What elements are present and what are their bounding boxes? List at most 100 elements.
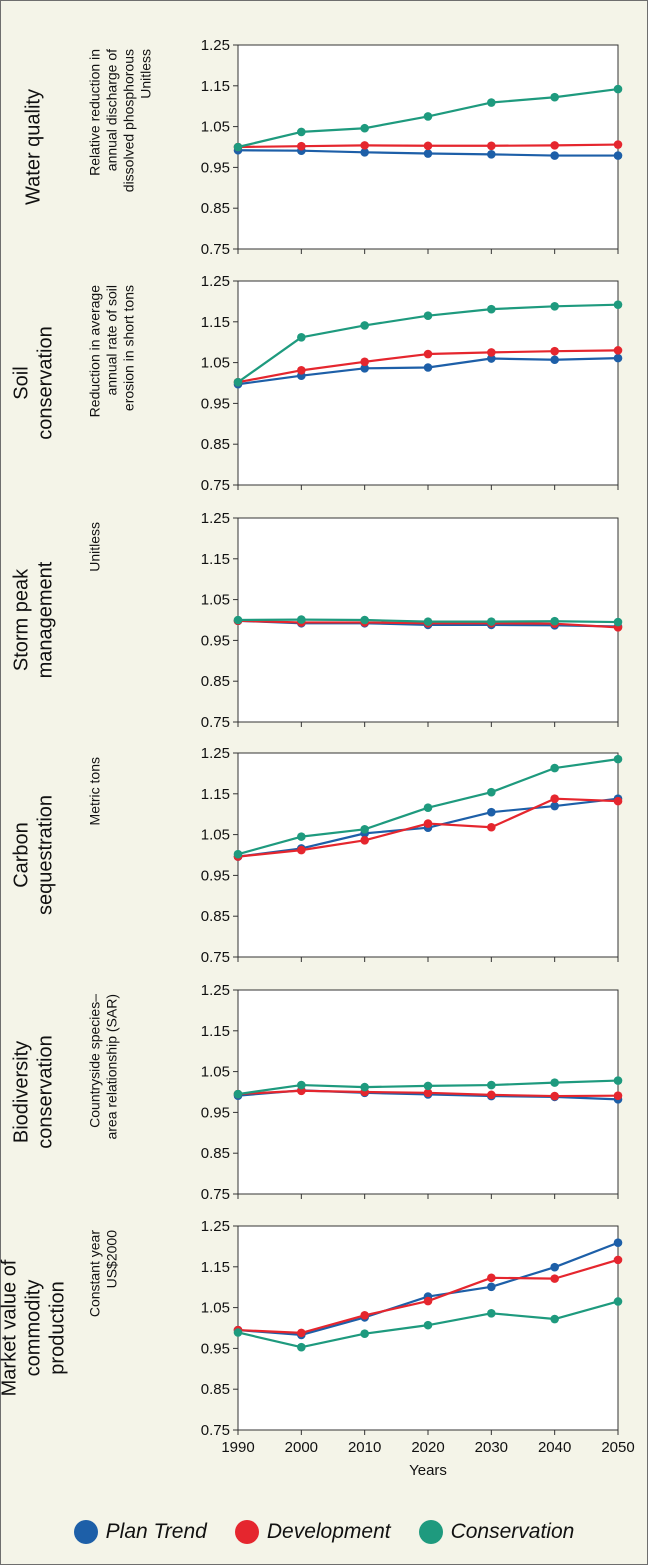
- legend-label-conservation: Conservation: [450, 1520, 575, 1543]
- y-tick-label-water-quality-4: 1.15: [201, 78, 230, 95]
- x-tick-label-3: 2020: [411, 1439, 444, 1456]
- legend-item-conservation: Conservation: [418, 1520, 575, 1544]
- data-point-soil-conservation-plan-trend-2010: [360, 364, 369, 373]
- data-point-carbon-sequestration-plan-trend-2030: [487, 807, 496, 817]
- y-axis-label-soil-conservation-2: erosion in short tons: [121, 285, 137, 411]
- data-point-water-quality-development-2010: [360, 141, 369, 150]
- data-point-soil-conservation-conservation-1990: [233, 377, 243, 387]
- data-point-soil-conservation-development-2010: [360, 357, 369, 367]
- data-point-water-quality-conservation-2010: [360, 123, 369, 133]
- data-point-biodiversity-conservation-conservation-2020: [423, 1081, 433, 1091]
- data-point-carbon-sequestration-development-2010: [360, 836, 369, 845]
- y-axis-label-water-quality-1: annual discharge of: [104, 49, 120, 171]
- data-point-carbon-sequestration-conservation-2040: [550, 763, 559, 773]
- data-point-water-quality-conservation-2000: [297, 127, 306, 137]
- data-point-soil-conservation-conservation-2050: [613, 300, 623, 309]
- panel-title-biodiversity-conservation-0: Biodiversity: [10, 1041, 32, 1143]
- y-tick-label-storm-peak-management-0: 0.75: [201, 714, 230, 731]
- data-point-soil-conservation-conservation-2010: [360, 321, 369, 330]
- data-point-biodiversity-conservation-development-2050: [613, 1091, 623, 1100]
- data-point-water-quality-conservation-2050: [613, 84, 623, 94]
- y-tick-label-soil-conservation-5: 1.25: [201, 273, 230, 290]
- data-point-biodiversity-conservation-conservation-2050: [613, 1076, 623, 1085]
- y-tick-label-market-value-of-commodity-production-2: 0.95: [201, 1340, 230, 1357]
- data-point-carbon-sequestration-conservation-2020: [423, 803, 433, 812]
- data-point-soil-conservation-plan-trend-2050: [613, 353, 623, 363]
- y-tick-label-biodiversity-conservation-2: 0.95: [201, 1104, 230, 1121]
- x-tick-label-5: 2040: [538, 1439, 571, 1456]
- y-tick-label-carbon-sequestration-1: 0.85: [201, 908, 230, 925]
- y-axis-label-storm-peak-management-0: Unitless: [87, 522, 103, 572]
- data-point-soil-conservation-conservation-2030: [487, 304, 496, 314]
- panel-title-water-quality-0: Water quality: [22, 89, 44, 205]
- legend-swatch-conservation: [418, 1520, 443, 1544]
- x-axis-title: Years: [409, 1462, 447, 1479]
- panel-title-market-value-of-commodity-production-2: production: [46, 1281, 68, 1374]
- panel-title-carbon-sequestration-0: Carbon: [10, 822, 32, 888]
- data-point-market-value-of-commodity-production-development-2000: [297, 1328, 306, 1338]
- data-point-biodiversity-conservation-conservation-2010: [360, 1082, 369, 1092]
- data-point-water-quality-plan-trend-2050: [613, 151, 623, 160]
- panel-title-storm-peak-management-1: management: [34, 561, 56, 678]
- data-point-water-quality-development-2030: [487, 141, 496, 151]
- y-axis-label-water-quality-2: dissolved phosphorous: [121, 49, 137, 192]
- data-point-biodiversity-conservation-development-2020: [423, 1088, 433, 1098]
- data-point-carbon-sequestration-development-2020: [423, 819, 433, 828]
- data-point-soil-conservation-development-2030: [487, 348, 496, 357]
- panel-title-soil-conservation-1: conservation: [34, 326, 56, 439]
- legend-swatch-development: [234, 1520, 259, 1544]
- data-point-water-quality-conservation-2030: [487, 98, 496, 107]
- data-point-biodiversity-conservation-development-2030: [487, 1090, 496, 1100]
- data-point-storm-peak-management-conservation-2050: [613, 617, 623, 627]
- y-tick-label-market-value-of-commodity-production-4: 1.15: [201, 1259, 230, 1276]
- data-point-storm-peak-management-conservation-2030: [487, 617, 496, 626]
- panel-title-market-value-of-commodity-production-0: Market value of: [0, 1259, 20, 1396]
- data-point-market-value-of-commodity-production-development-2040: [550, 1274, 559, 1283]
- legend-item-development: Development: [234, 1520, 391, 1544]
- data-point-carbon-sequestration-development-2050: [613, 796, 623, 806]
- data-point-market-value-of-commodity-production-conservation-2030: [487, 1309, 496, 1318]
- y-axis-label-market-value-of-commodity-production-1: US$2000: [104, 1230, 120, 1289]
- data-point-soil-conservation-conservation-2020: [423, 311, 433, 320]
- data-point-soil-conservation-plan-trend-2030: [487, 354, 496, 363]
- data-point-water-quality-development-2050: [613, 140, 623, 149]
- data-point-biodiversity-conservation-conservation-2000: [297, 1080, 306, 1090]
- x-tick-label-4: 2030: [475, 1439, 508, 1456]
- data-point-market-value-of-commodity-production-plan-trend-2040: [550, 1262, 559, 1272]
- data-point-storm-peak-management-conservation-2040: [550, 616, 559, 626]
- y-tick-label-biodiversity-conservation-1: 0.85: [201, 1145, 230, 1162]
- data-point-soil-conservation-conservation-2040: [550, 301, 559, 311]
- panel-title-biodiversity-conservation-1: conservation: [34, 1035, 56, 1148]
- data-point-soil-conservation-development-2000: [297, 366, 306, 375]
- data-point-biodiversity-conservation-conservation-1990: [233, 1089, 243, 1099]
- data-point-market-value-of-commodity-production-plan-trend-2030: [487, 1282, 496, 1292]
- y-axis-label-biodiversity-conservation-1: area relationship (SAR): [104, 994, 120, 1140]
- panel-title-market-value-of-commodity-production-1: commodity: [22, 1280, 44, 1377]
- y-tick-label-soil-conservation-3: 1.05: [201, 355, 230, 372]
- legend-swatch-plan-trend: [73, 1520, 98, 1544]
- data-point-water-quality-plan-trend-2030: [487, 150, 496, 159]
- data-point-carbon-sequestration-conservation-2000: [297, 832, 306, 841]
- data-point-water-quality-conservation-1990: [233, 142, 243, 152]
- data-point-soil-conservation-development-2040: [550, 346, 559, 356]
- y-tick-label-storm-peak-management-4: 1.15: [201, 551, 230, 568]
- data-point-water-quality-conservation-2040: [550, 92, 559, 102]
- y-tick-label-water-quality-5: 1.25: [201, 37, 230, 54]
- y-tick-label-market-value-of-commodity-production-5: 1.25: [201, 1218, 230, 1235]
- y-axis-label-water-quality-3: Unitless: [138, 49, 154, 99]
- data-point-market-value-of-commodity-production-conservation-2010: [360, 1329, 369, 1339]
- y-axis-label-soil-conservation-1: annual rate of soil: [104, 285, 120, 396]
- y-tick-label-water-quality-3: 1.05: [201, 119, 230, 136]
- data-point-soil-conservation-conservation-2000: [297, 333, 306, 342]
- data-point-water-quality-conservation-2020: [423, 112, 433, 121]
- data-point-market-value-of-commodity-production-conservation-2050: [613, 1297, 623, 1306]
- data-point-soil-conservation-plan-trend-2040: [550, 355, 559, 365]
- data-point-biodiversity-conservation-conservation-2030: [487, 1080, 496, 1090]
- data-point-storm-peak-management-conservation-1990: [233, 615, 243, 625]
- panel-title-soil-conservation-0: Soil: [10, 366, 32, 399]
- data-point-biodiversity-conservation-development-2040: [550, 1091, 559, 1101]
- y-axis-label-carbon-sequestration-0: Metric tons: [87, 757, 103, 825]
- data-point-market-value-of-commodity-production-conservation-1990: [233, 1328, 243, 1337]
- data-point-carbon-sequestration-conservation-1990: [233, 849, 243, 859]
